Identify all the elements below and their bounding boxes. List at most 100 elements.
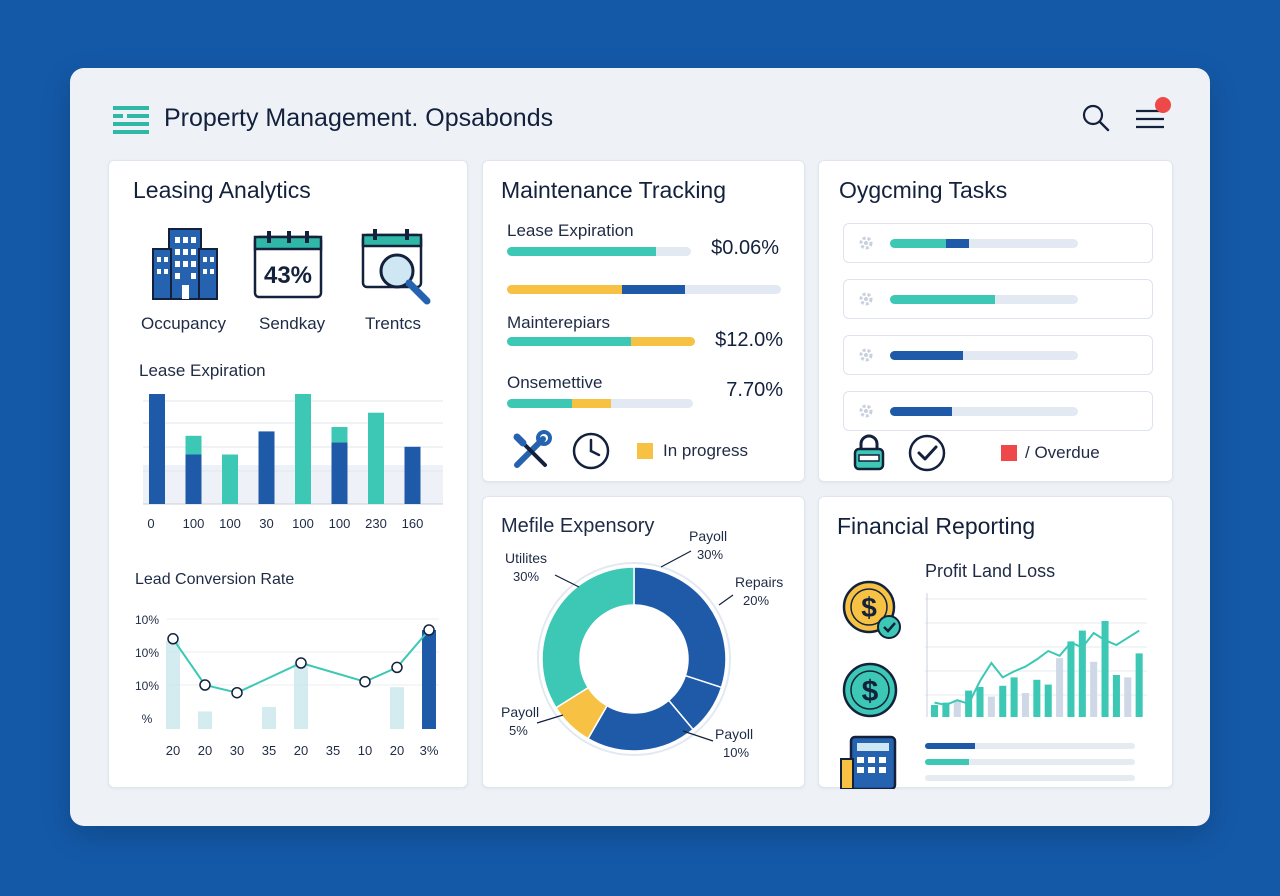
bar	[258, 431, 275, 504]
x-tick-label: 20	[390, 743, 404, 758]
x-tick-label: 100	[292, 516, 314, 531]
x-tick-label: 35	[326, 743, 340, 758]
bar	[185, 454, 202, 504]
maintenance-tracking-card: Maintenance Tracking Lease Expiration $0…	[482, 160, 805, 482]
bar	[149, 394, 165, 504]
search-icon[interactable]	[1080, 102, 1112, 134]
slice-label: Payoll	[715, 726, 753, 742]
x-tick-label: 20	[294, 743, 308, 758]
data-point	[423, 624, 435, 636]
y-tick-label: 10%	[135, 679, 159, 693]
svg-text:$: $	[861, 592, 877, 623]
pl-bar	[976, 687, 984, 717]
bar	[404, 446, 421, 504]
dashboard-window: Property Management. Opsabonds Leasing A…	[70, 68, 1210, 826]
card-title: Mefile Expensory	[501, 515, 655, 537]
task-row[interactable]	[843, 279, 1153, 319]
progress-fill	[925, 759, 970, 765]
slice-label: Payoll	[689, 528, 727, 544]
task-row[interactable]	[843, 223, 1153, 263]
expenses-card: Mefile Expensory Payoll 30% Repairs 20% Payo…	[482, 496, 805, 788]
pl-bar	[1056, 658, 1064, 717]
pl-bar	[1101, 621, 1109, 717]
lock-icon	[853, 434, 885, 471]
pl-bar	[1135, 653, 1143, 717]
maint-progress-bar	[507, 399, 693, 408]
pl-bar	[1010, 677, 1018, 717]
data-point	[295, 657, 307, 669]
callout-line	[660, 550, 692, 568]
progress-fill	[890, 239, 947, 248]
task-progress-bar	[890, 295, 1078, 304]
in-progress-swatch	[637, 443, 653, 459]
bar	[331, 442, 348, 504]
clock-icon	[572, 432, 610, 470]
slice-label: Repairs	[735, 574, 783, 590]
area-bar	[422, 630, 436, 729]
calendar-search-icon	[361, 229, 431, 305]
pl-bar	[999, 685, 1007, 717]
building-icon	[152, 228, 218, 300]
maint-label: Onsemettive	[507, 373, 603, 392]
gear-icon	[859, 404, 873, 418]
task-row[interactable]	[843, 391, 1153, 431]
maint-progress-bar	[507, 247, 691, 256]
progress-fill	[890, 295, 996, 304]
y-tick-label: 10%	[135, 646, 159, 660]
slice-label: Payoll	[501, 704, 539, 720]
pl-bar	[1090, 661, 1098, 717]
x-tick-label: 100	[219, 516, 241, 531]
progress-fill	[507, 285, 623, 294]
x-tick-label: 230	[365, 516, 387, 531]
bar-chart-title: Lease Expiration	[139, 361, 266, 380]
pl-line	[934, 629, 1140, 707]
lead-conversion-chart: 10% 10% 10%% 20 20 30 35 20 35 10 20 3%	[135, 613, 439, 758]
leasing-analytics-card: Leasing Analytics Occupancy 43% Sendkay	[108, 160, 468, 788]
pl-bar	[942, 702, 950, 717]
kpi-value-percent: 43%	[264, 262, 312, 289]
pl-bar	[1033, 679, 1041, 717]
slice-label: Utilites	[505, 550, 547, 566]
x-tick-label: 10	[358, 743, 372, 758]
task-row[interactable]	[843, 335, 1153, 375]
x-tick-label: 0	[147, 516, 154, 531]
gear-icon	[859, 348, 873, 362]
dollar-coin-check-icon: $	[842, 580, 901, 639]
card-title: Oygcming Tasks	[839, 177, 1008, 203]
svg-text:$: $	[862, 675, 879, 708]
slice-percent: 30%	[513, 569, 539, 584]
pl-bar	[931, 705, 939, 717]
donut-slice	[541, 566, 635, 709]
area-bar	[262, 707, 276, 729]
x-tick-label: 100	[183, 516, 205, 531]
bar	[368, 412, 384, 504]
data-point	[359, 675, 371, 688]
pl-bar	[1067, 641, 1075, 717]
x-tick-label: 20	[166, 743, 180, 758]
list-logo-icon	[113, 106, 149, 134]
overdue-label: / Overdue	[1025, 443, 1100, 462]
progress-fill	[631, 337, 695, 346]
progress-fill	[507, 337, 632, 346]
donut-slice	[633, 566, 727, 689]
maint-value: 7.70%	[726, 379, 783, 401]
maint-label: Mainterepiars	[507, 313, 610, 332]
bar	[222, 454, 238, 504]
callout-line	[682, 730, 714, 742]
slice-percent: 5%	[509, 723, 528, 738]
progress-fill	[572, 399, 612, 408]
slice-percent: 30%	[697, 547, 723, 562]
data-point	[391, 661, 403, 674]
card-title: Financial Reporting	[837, 513, 1036, 539]
progress-fill	[890, 351, 964, 360]
profit-loss-chart	[925, 593, 1147, 717]
donut-ring	[537, 562, 731, 756]
data-point	[231, 686, 243, 699]
x-tick-label: 35	[262, 743, 276, 758]
x-tick-label: 100	[329, 516, 351, 531]
pl-bar	[987, 696, 995, 717]
x-tick-label: 160	[402, 516, 424, 531]
line-chart-title: Lead Conversion Rate	[135, 571, 295, 588]
slice-percent: 10%	[723, 745, 749, 760]
callout-line	[554, 574, 580, 588]
